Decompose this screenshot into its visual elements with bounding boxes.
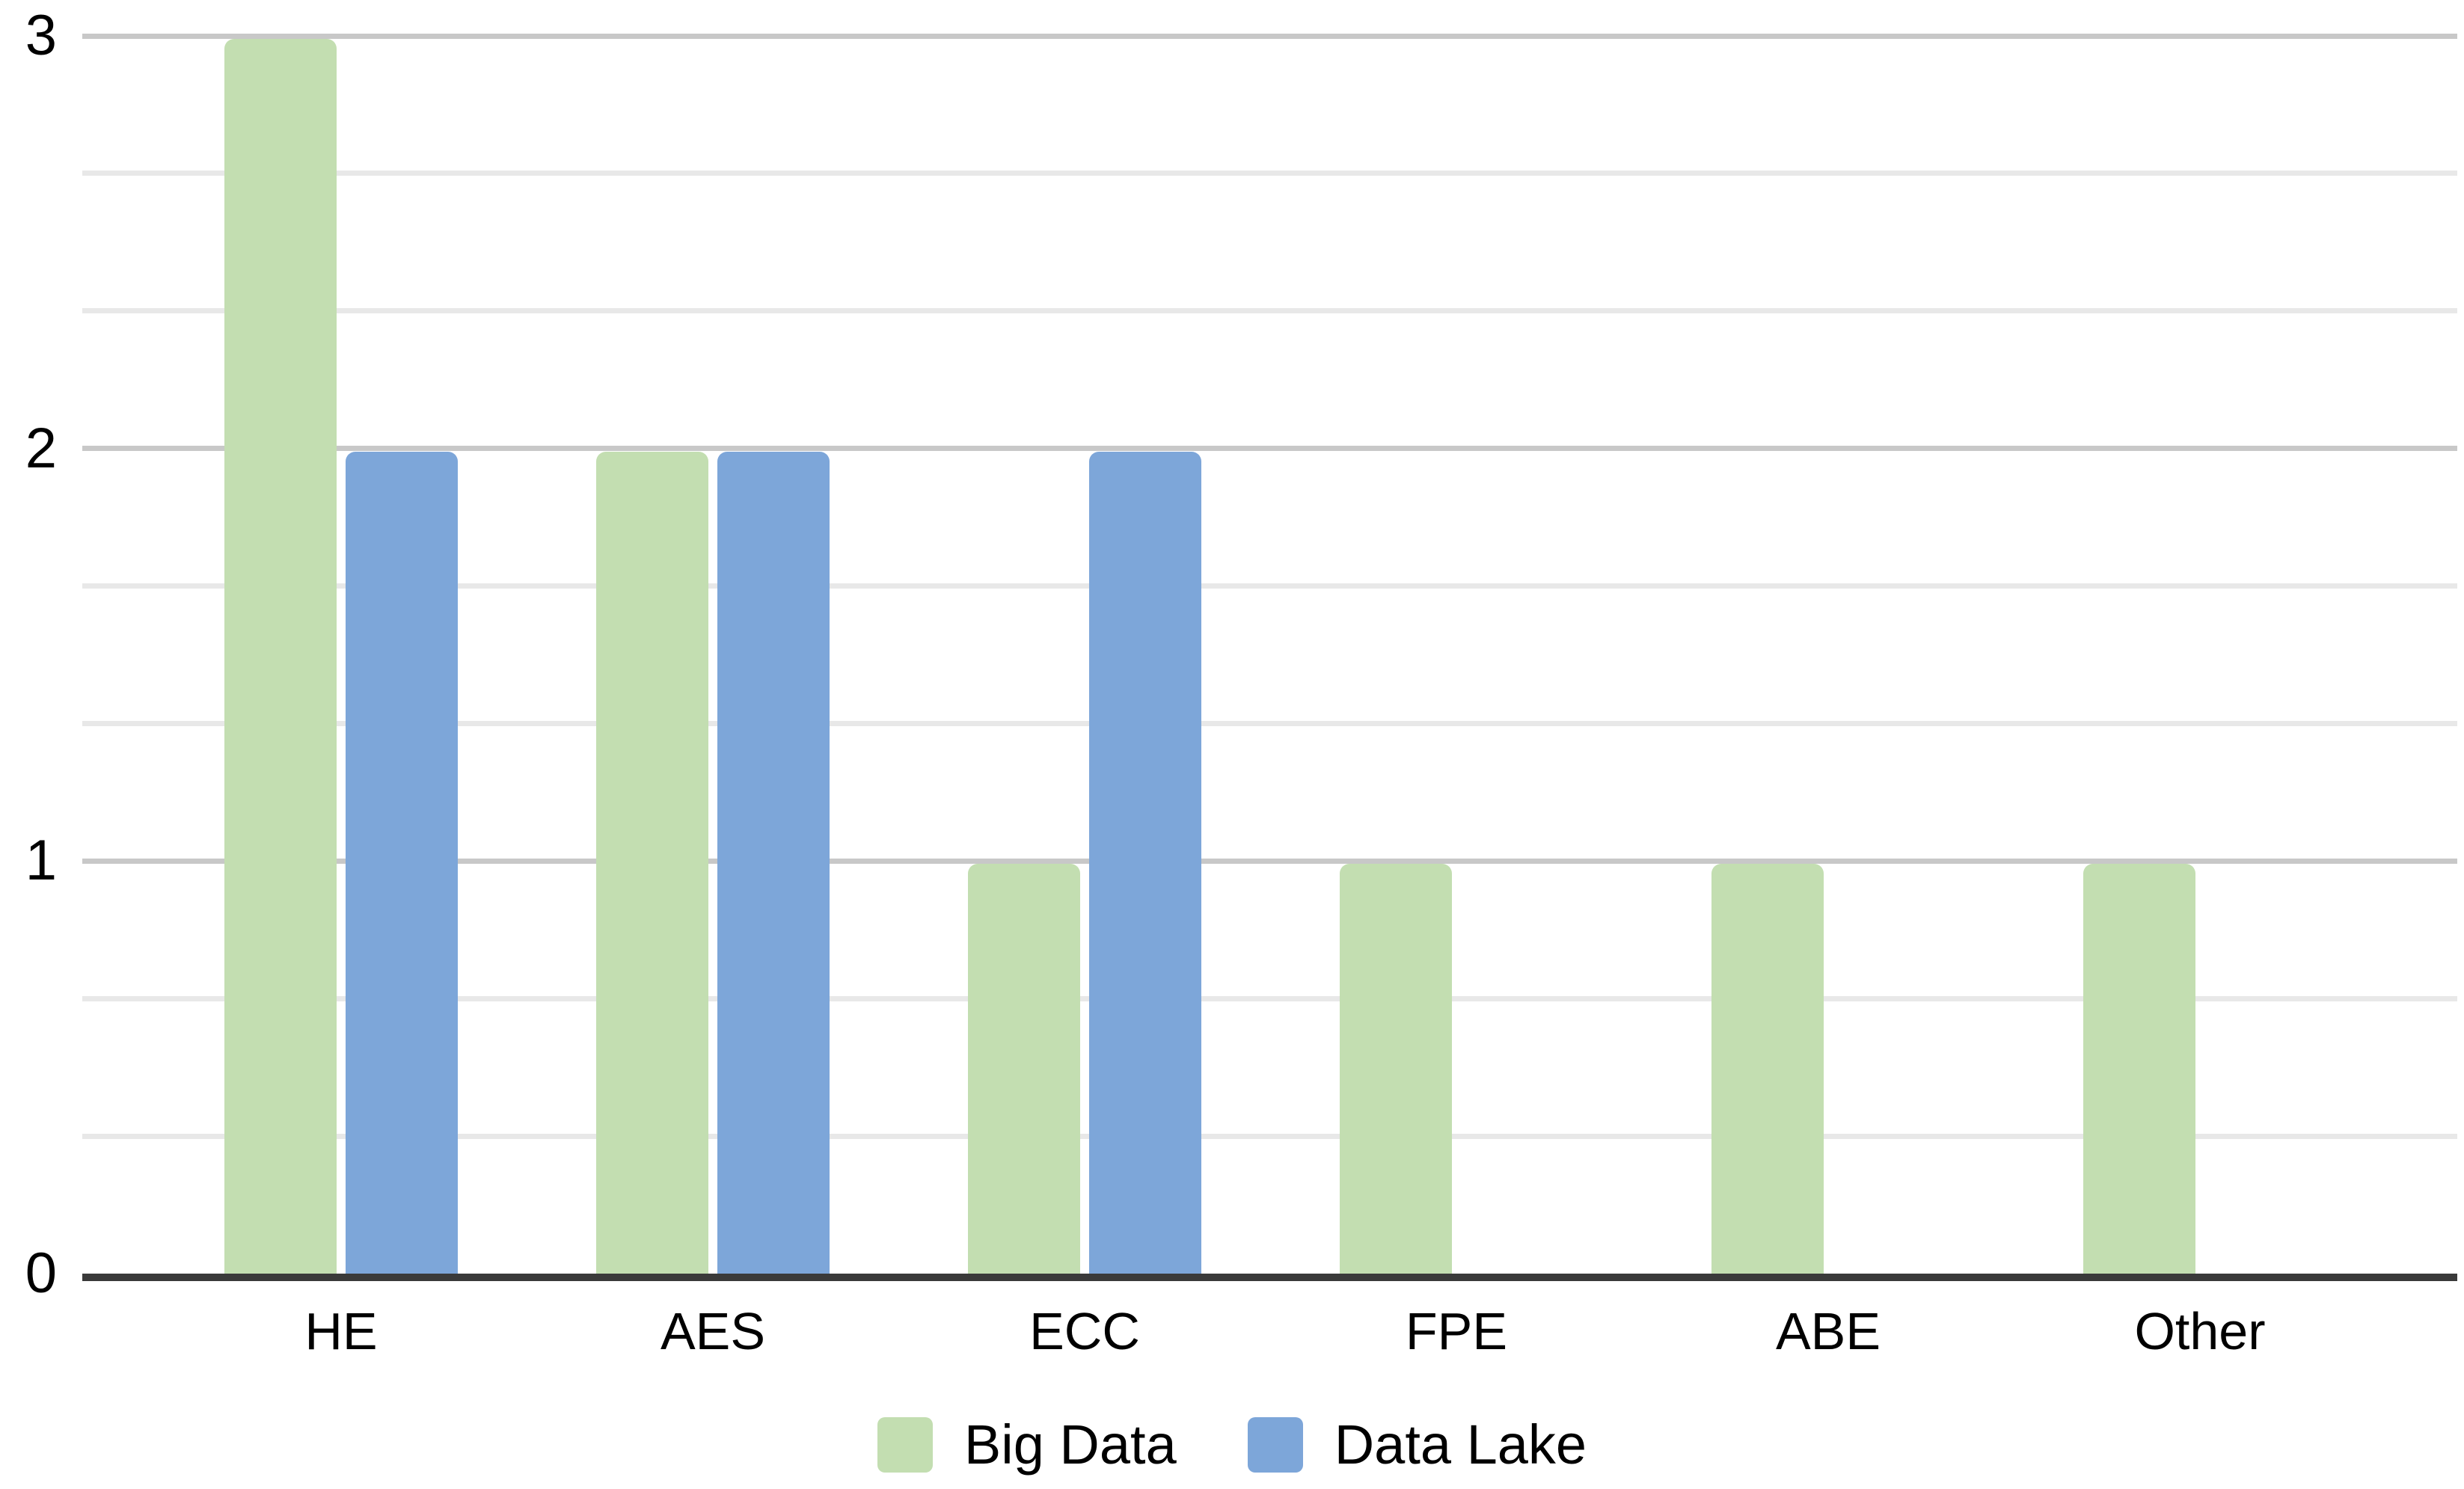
minor-gridline: [82, 996, 2457, 1001]
y-tick-label: 1: [25, 829, 57, 892]
legend-swatch-big-data: [877, 1417, 933, 1473]
bar-big-data-he: [224, 39, 337, 1274]
bar-data-lake-aes: [717, 452, 830, 1274]
bar-data-lake-ecc: [1089, 452, 1201, 1274]
bar-big-data-abe: [1711, 864, 1824, 1274]
legend-swatch-data-lake: [1247, 1417, 1303, 1473]
x-tick-label: FPE: [1405, 1302, 1508, 1360]
major-gridline: [82, 446, 2457, 451]
x-tick-label: ECC: [1029, 1302, 1140, 1360]
legend-label-big-data: Big Data: [963, 1413, 1177, 1476]
legend-label-data-lake: Data Lake: [1334, 1413, 1587, 1476]
minor-gridline: [82, 171, 2457, 176]
y-tick-label: 3: [25, 4, 57, 67]
x-tick-label: AES: [660, 1302, 766, 1360]
minor-gridline: [82, 583, 2457, 589]
legend-item-big-data: Big Data: [877, 1413, 1177, 1476]
bar-big-data-ecc: [968, 864, 1080, 1274]
minor-gridline: [82, 308, 2457, 313]
bar-big-data-fpe: [1340, 864, 1452, 1274]
minor-gridline: [82, 1134, 2457, 1139]
y-tick-label: 0: [25, 1241, 57, 1305]
legend: Big Data Data Lake: [0, 1413, 2464, 1476]
y-tick-label: 2: [25, 417, 57, 480]
minor-gridline: [82, 721, 2457, 726]
legend-item-data-lake: Data Lake: [1247, 1413, 1587, 1476]
bar-data-lake-he: [346, 452, 458, 1274]
x-axis-line: [82, 1274, 2457, 1281]
x-tick-label: HE: [304, 1302, 378, 1360]
bar-big-data-aes: [596, 452, 708, 1274]
bar-big-data-other: [2083, 864, 2195, 1274]
x-tick-label: ABE: [1775, 1302, 1881, 1360]
major-gridline: [82, 859, 2457, 864]
x-tick-label: Other: [2134, 1302, 2266, 1360]
major-gridline: [82, 34, 2457, 39]
